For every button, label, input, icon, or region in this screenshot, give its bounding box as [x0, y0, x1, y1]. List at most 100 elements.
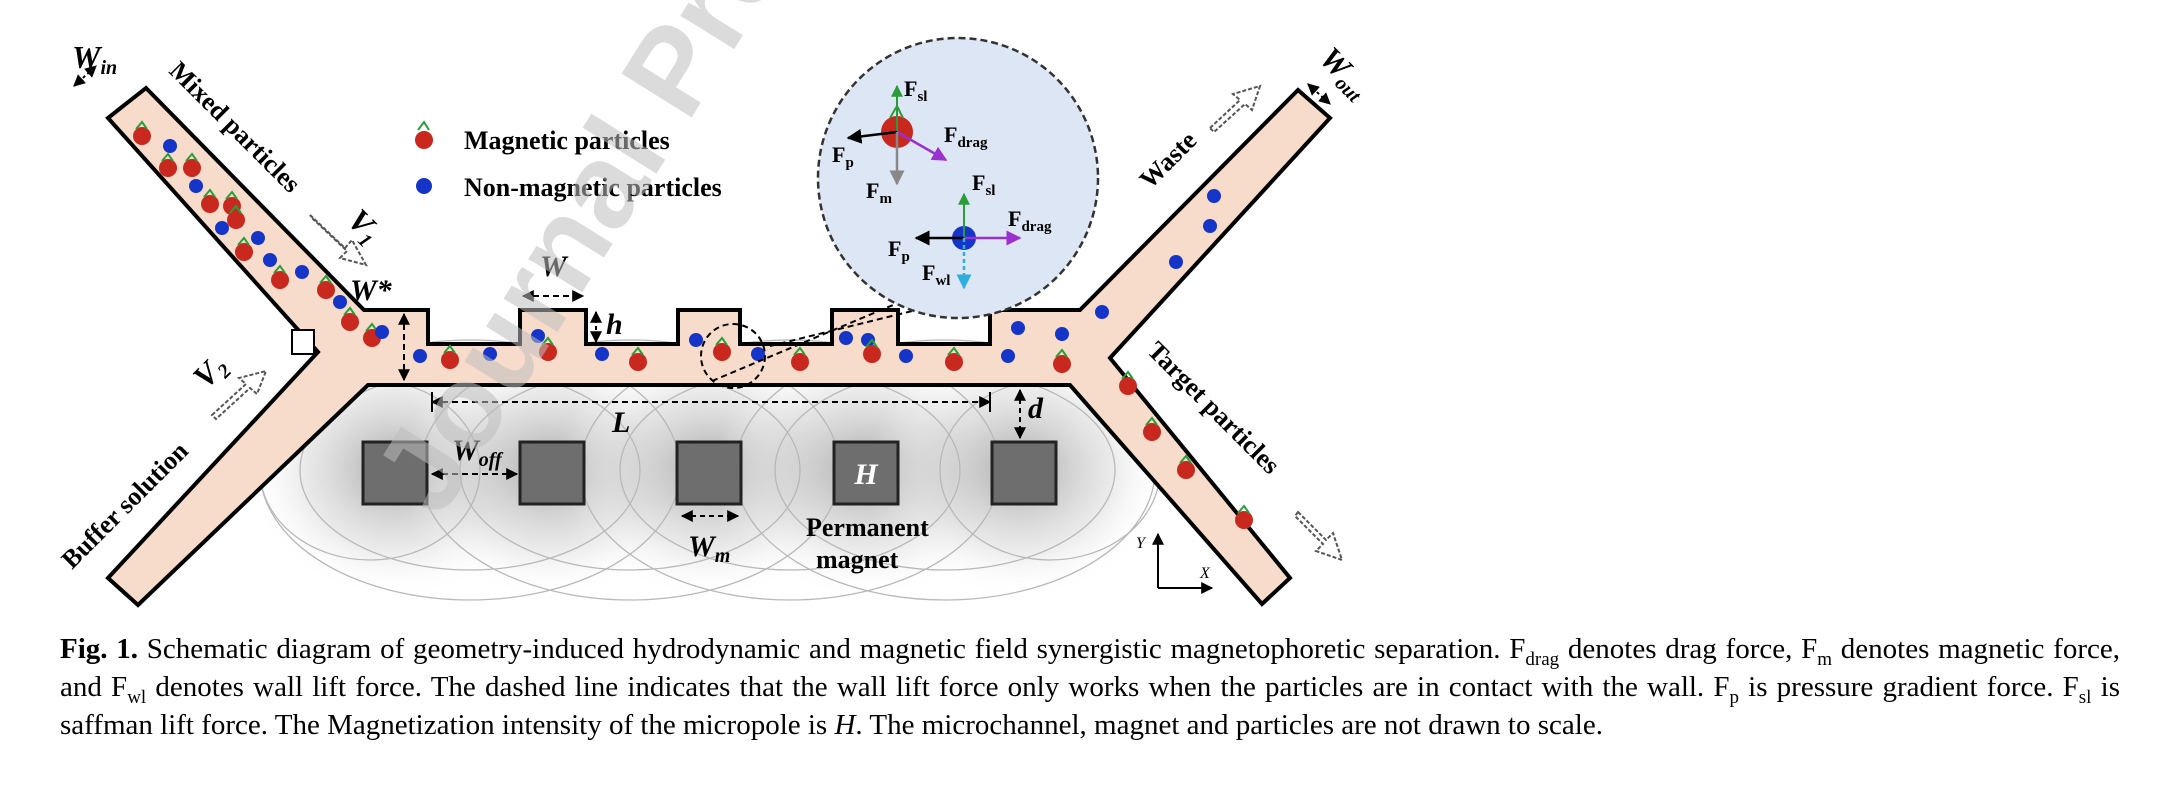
svg-text:Woff: Woff: [452, 434, 504, 471]
nonmagnetic-particle: [163, 139, 177, 153]
flow-arrows: [210, 84, 1344, 562]
magnetic-particle: [629, 353, 647, 371]
magnetic-particle-marker: [365, 322, 378, 332]
magnet-4: [832, 440, 900, 506]
magnet-2: [518, 440, 586, 506]
magnetic-particle-marker: [229, 204, 242, 214]
magnetic-particle-marker: [1237, 504, 1250, 514]
magnetic-particle-marker: [793, 346, 806, 356]
svg-text:Wout: Wout: [1310, 39, 1378, 107]
nonmagnetic-particle: [251, 231, 265, 245]
legend: Magnetic particles Non-magnetic particle…: [415, 120, 722, 202]
svg-text:Fdrag: Fdrag: [944, 122, 988, 151]
magnetic-particle-marker: [1121, 370, 1134, 380]
magnetic-particle: [1119, 377, 1137, 395]
magnetic-particle-marker: [161, 152, 174, 162]
magnet-5: [990, 440, 1058, 506]
svg-text:Permanent: Permanent: [806, 513, 929, 542]
nonmagnetic-particle: [333, 295, 347, 309]
nonmagnetic-particle: [413, 349, 427, 363]
magnet-3: [675, 440, 743, 506]
svg-text:Fp: Fp: [832, 142, 854, 171]
permanent-magnets: H: [361, 440, 1058, 506]
svg-text:Fsl: Fsl: [904, 76, 927, 105]
magnetic-particle: [341, 313, 359, 331]
nonmagnetic-particle: [861, 333, 875, 347]
magnetic-particle-marker: [203, 188, 216, 198]
magnet-1: [361, 440, 429, 506]
magnetic-particle: [223, 197, 241, 215]
magnetic-particle-marker: [185, 152, 198, 162]
magnetic-particle-marker: [865, 338, 878, 348]
schematic-figure: H Win Mixed particles V1 V2 Buffer solut…: [56, 0, 1378, 608]
nonmagnetic-particle: [1011, 321, 1025, 335]
nonmagnetic-particle: [751, 347, 765, 361]
nonmagnetic-particle: [595, 347, 609, 361]
magnetization-label: H: [853, 458, 879, 491]
magnetic-particle-marker: [715, 336, 728, 346]
magnetic-particle-marker: [1179, 454, 1192, 464]
zoom-callout: Fsl Fdrag Fp Fm Fsl Fdrag Fp Fwl: [700, 36, 1100, 389]
svg-text:Win: Win: [72, 39, 117, 79]
svg-text:d: d: [1028, 392, 1044, 425]
nonmagnetic-particle: [375, 325, 389, 339]
nonmagnetic-particle: [1203, 219, 1217, 233]
svg-text:h: h: [606, 308, 623, 341]
svg-text:L: L: [611, 406, 630, 439]
magnetic-particle: [133, 127, 151, 145]
svg-text:Fsl: Fsl: [972, 170, 995, 199]
magnetic-particle: [1053, 355, 1071, 373]
svg-text:Fdrag: Fdrag: [1008, 206, 1052, 235]
nonmagnetic-particle: [839, 331, 853, 345]
svg-text:V1: V1: [338, 201, 388, 251]
magnetic-particle: [713, 343, 731, 361]
magnetic-particle: [317, 281, 335, 299]
svg-text:Fp: Fp: [888, 236, 910, 265]
svg-text:W: W: [540, 250, 569, 283]
svg-text:X: X: [1199, 565, 1211, 582]
nonmagnetic-particle: [1055, 327, 1069, 341]
magnetic-particle: [1235, 511, 1253, 529]
caption-label: Fig. 1.: [60, 633, 139, 665]
nonmagnetic-particle: [263, 253, 277, 267]
magnetic-particle: [1177, 461, 1195, 479]
nonmagnetic-particle: [215, 221, 229, 235]
magnetic-particle: [1143, 423, 1161, 441]
nonmagnetic-particle: [531, 329, 545, 343]
magnetic-particle-marker: [631, 346, 644, 356]
magnetic-particle-marker: [443, 344, 456, 354]
magnetic-particle-marker: [237, 236, 250, 246]
magnetic-particle-marker: [343, 306, 356, 316]
svg-text:Fm: Fm: [866, 178, 892, 207]
nonmagnetic-particle: [1095, 305, 1109, 319]
magnetic-particle: [271, 271, 289, 289]
nonmagnetic-particle: [899, 349, 913, 363]
svg-text:W*: W*: [350, 274, 393, 307]
magnetic-particle-marker: [135, 120, 148, 130]
coordinate-axes: X Y: [1136, 532, 1214, 594]
legend-nonmagnetic: Non-magnetic particles: [464, 173, 722, 202]
particles: [133, 120, 1253, 529]
dimension-lines: [73, 65, 1331, 522]
magnetic-particle-marker: [541, 336, 554, 346]
magnetic-particle: [791, 353, 809, 371]
nonmagnetic-particle: [1169, 255, 1183, 269]
magnetic-particle-marker: [225, 190, 238, 200]
svg-text:Y: Y: [1136, 535, 1147, 552]
magnetic-particle-marker: [1145, 416, 1158, 426]
magnetic-particle-marker: [1055, 348, 1068, 358]
svg-text:Fwl: Fwl: [922, 260, 950, 289]
magnetic-particle: [227, 211, 245, 229]
svg-text:V2: V2: [185, 347, 235, 397]
magnetic-particle: [441, 351, 459, 369]
magnetic-particle: [183, 159, 201, 177]
magnetic-particle: [201, 195, 219, 213]
figure-caption: Fig. 1. Schematic diagram of geometry-in…: [60, 633, 2120, 741]
magnetic-particle: [539, 343, 557, 361]
nonmagnetic-particle: [689, 333, 703, 347]
magnetic-particle: [945, 353, 963, 371]
nonmagnetic-particle: [295, 265, 309, 279]
magnetic-particle: [235, 243, 253, 261]
magnetic-particle-marker: [947, 346, 960, 356]
nonmagnetic-particle: [483, 347, 497, 361]
